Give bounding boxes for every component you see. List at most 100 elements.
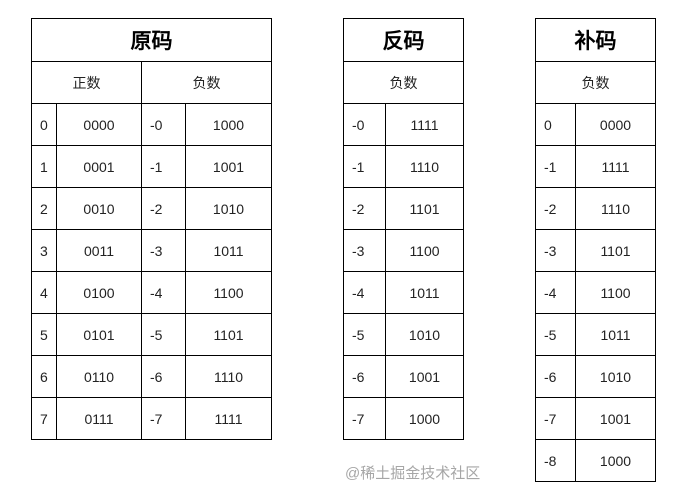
ones-complement-table: 反码 负数 -0 1111 -1 1110 -2 1101 -3 1100 -4 1011 -5 10…	[343, 18, 464, 440]
twos-complement-table: 补码 负数 0 0000 -1 1111 -2 1110 -3 1101 -4 1100 -5 101…	[535, 18, 656, 482]
binary-cell: 0011	[56, 229, 142, 272]
binary-cell: 0001	[56, 145, 142, 188]
binary-cell: 1101	[385, 187, 464, 230]
table-row: 5 0101 -5 1101	[31, 313, 272, 356]
table-title: 补码	[535, 18, 656, 62]
table-row: -3 1101	[535, 229, 656, 272]
decimal-cell: 2	[31, 187, 57, 230]
table-row: 3 0011 -3 1011	[31, 229, 272, 272]
binary-cell: 1001	[385, 355, 464, 398]
table-row: -5 1010	[343, 313, 464, 356]
decimal-cell: -2	[535, 187, 576, 230]
decimal-cell: -4	[535, 271, 576, 314]
decimal-cell: -1	[141, 145, 186, 188]
table-row: -0 1111	[343, 103, 464, 146]
binary-cell: 1011	[385, 271, 464, 314]
table-row: -4 1100	[535, 271, 656, 314]
table-row: 7 0111 -7 1111	[31, 397, 272, 440]
decimal-cell: -0	[343, 103, 386, 146]
binary-cell: 1011	[575, 313, 656, 356]
binary-cell: 1000	[575, 439, 656, 482]
decimal-cell: -2	[141, 187, 186, 230]
table-title: 反码	[343, 18, 464, 62]
decimal-cell: -8	[535, 439, 576, 482]
binary-cell: 0110	[56, 355, 142, 398]
binary-cell: 1100	[385, 229, 464, 272]
binary-cell: 0000	[56, 103, 142, 146]
decimal-cell: -5	[343, 313, 386, 356]
table-row: -6 1010	[535, 355, 656, 398]
decimal-cell: -6	[343, 355, 386, 398]
decimal-cell: -6	[535, 355, 576, 398]
column-header: 负数	[141, 61, 272, 104]
binary-cell: 1101	[185, 313, 272, 356]
table-row: -2 1101	[343, 187, 464, 230]
binary-cell: 0010	[56, 187, 142, 230]
binary-cell: 1010	[185, 187, 272, 230]
binary-cell: 1111	[575, 145, 656, 188]
decimal-cell: 0	[535, 103, 576, 146]
table-row: -6 1001	[343, 355, 464, 398]
table-row: -3 1100	[343, 229, 464, 272]
table-row: 6 0110 -6 1110	[31, 355, 272, 398]
binary-cell: 1100	[575, 271, 656, 314]
original-code-table: 原码 正数 负数 0 0000 -0 1000 1 0001 -1 1001 2 0010 -2 101…	[31, 18, 272, 440]
table-row: -1 1111	[535, 145, 656, 188]
decimal-cell: -7	[343, 397, 386, 440]
table-row: 0 0000 -0 1000	[31, 103, 272, 146]
binary-cell: 1110	[185, 355, 272, 398]
table-row: 2 0010 -2 1010	[31, 187, 272, 230]
watermark: @稀土掘金技术社区	[345, 465, 481, 482]
decimal-cell: -6	[141, 355, 186, 398]
binary-cell: 1010	[575, 355, 656, 398]
column-header: 负数	[535, 61, 656, 104]
table-row: -4 1011	[343, 271, 464, 314]
binary-cell: 1010	[385, 313, 464, 356]
decimal-cell: -2	[343, 187, 386, 230]
decimal-cell: -7	[535, 397, 576, 440]
decimal-cell: 3	[31, 229, 57, 272]
decimal-cell: 0	[31, 103, 57, 146]
table-title: 原码	[31, 18, 272, 62]
binary-cell: 1111	[185, 397, 272, 440]
binary-cell: 1000	[385, 397, 464, 440]
table-row: 1 0001 -1 1001	[31, 145, 272, 188]
table-row: -7 1001	[535, 397, 656, 440]
binary-cell: 0000	[575, 103, 656, 146]
decimal-cell: -5	[141, 313, 186, 356]
decimal-cell: 5	[31, 313, 57, 356]
decimal-cell: -3	[343, 229, 386, 272]
table-row: -2 1110	[535, 187, 656, 230]
decimal-cell: 1	[31, 145, 57, 188]
table-row: 4 0100 -4 1100	[31, 271, 272, 314]
binary-cell: 1100	[185, 271, 272, 314]
decimal-cell: -7	[141, 397, 186, 440]
binary-cell: 1110	[385, 145, 464, 188]
table-row: 0 0000	[535, 103, 656, 146]
decimal-cell: -3	[535, 229, 576, 272]
decimal-cell: -3	[141, 229, 186, 272]
decimal-cell: 6	[31, 355, 57, 398]
table-row: -5 1011	[535, 313, 656, 356]
binary-cell: 1011	[185, 229, 272, 272]
binary-cell: 1101	[575, 229, 656, 272]
binary-cell: 1000	[185, 103, 272, 146]
table-row: -8 1000	[535, 439, 656, 482]
column-header: 负数	[343, 61, 464, 104]
table-row: -7 1000	[343, 397, 464, 440]
decimal-cell: -0	[141, 103, 186, 146]
binary-cell: 1110	[575, 187, 656, 230]
decimal-cell: 4	[31, 271, 57, 314]
decimal-cell: -4	[343, 271, 386, 314]
decimal-cell: -5	[535, 313, 576, 356]
column-header: 正数	[31, 61, 142, 104]
binary-cell: 0100	[56, 271, 142, 314]
binary-cell: 0111	[56, 397, 142, 440]
decimal-cell: -1	[535, 145, 576, 188]
binary-cell: 1111	[385, 103, 464, 146]
table-row: -1 1110	[343, 145, 464, 188]
binary-cell: 1001	[575, 397, 656, 440]
binary-cell: 1001	[185, 145, 272, 188]
decimal-cell: -4	[141, 271, 186, 314]
binary-cell: 0101	[56, 313, 142, 356]
